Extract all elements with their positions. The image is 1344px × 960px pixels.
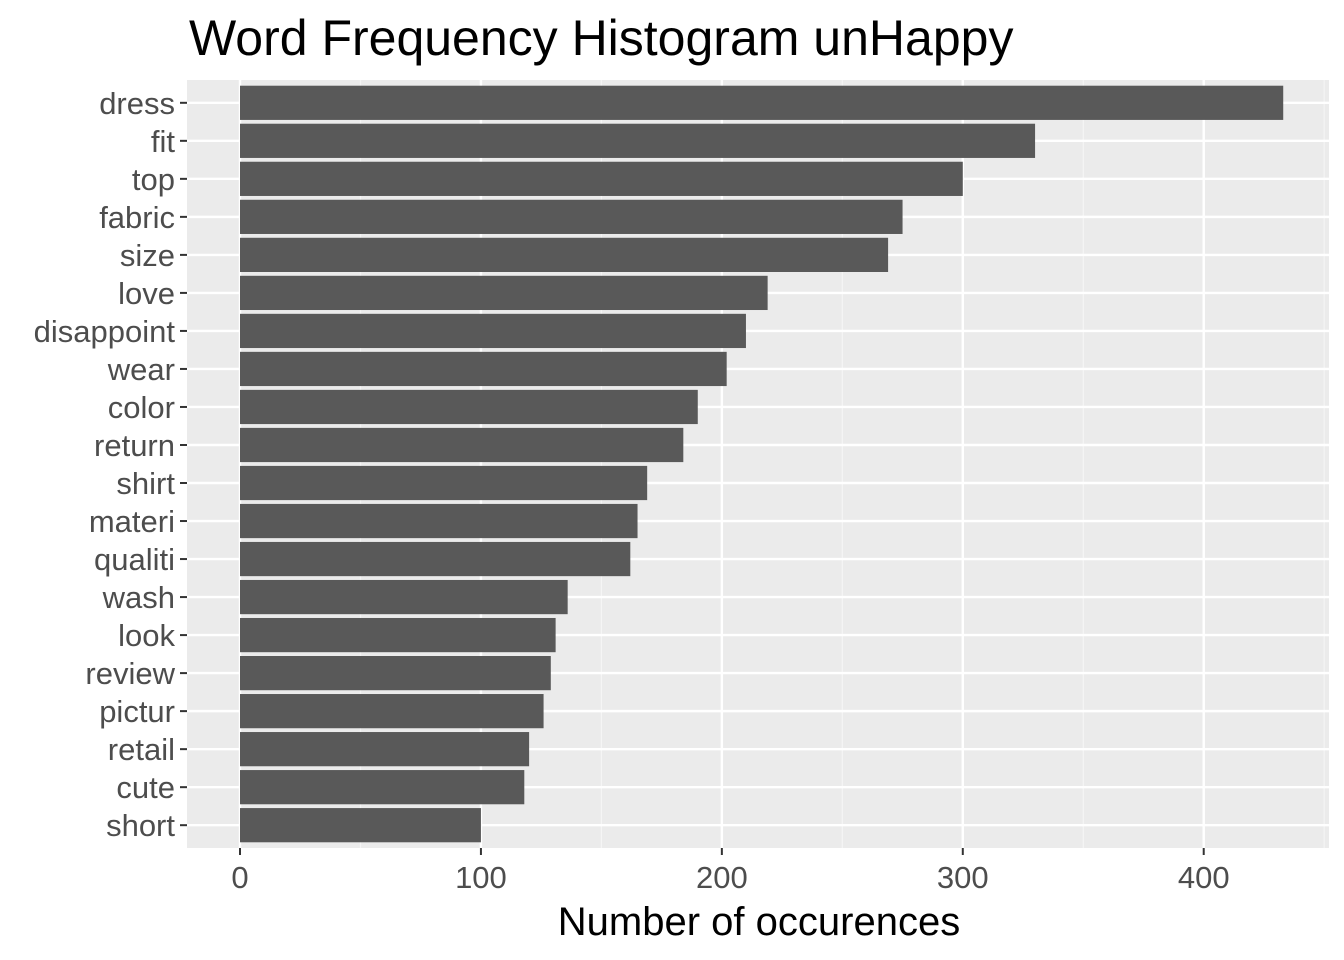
bar-materi [240,503,638,539]
bar-wash [240,579,568,615]
y-tick-label: look [118,618,175,653]
x-axis-label: Number of occurences [558,900,960,944]
bar-color [240,389,698,425]
y-tick-label: size [120,238,175,273]
y-tick-label: cute [116,770,175,805]
y-tick-label: retail [108,732,175,767]
y-tick-label: fit [151,124,176,159]
bar-retail [240,732,530,767]
y-tick-label: dress [99,86,175,121]
y-tick-label: wear [107,352,175,387]
y-tick-label: disappoint [34,314,176,349]
bar-return [240,427,684,463]
chart-title: Word Frequency Histogram unHappy [189,10,1013,66]
y-tick-label: review [85,656,175,691]
bar-fabric [240,199,903,234]
bar-cute [240,770,525,805]
y-axis: dressfittopfabricsizelovedisappointwearc… [34,86,187,843]
bar-qualiti [240,541,631,577]
x-tick-label: 100 [455,860,507,895]
y-tick-label: love [118,276,175,311]
bar-short [240,808,481,843]
bar-look [240,617,556,653]
y-tick-label: shirt [116,466,175,501]
y-tick-label: pictur [99,694,175,729]
y-tick-label: return [94,428,175,463]
x-tick-label: 0 [231,860,248,895]
x-tick-label: 200 [696,860,748,895]
y-tick-label: fabric [99,200,175,235]
y-tick-label: wash [102,580,175,615]
bar-dress [240,85,1284,120]
bar-shirt [240,465,648,501]
x-tick-label: 400 [1178,860,1230,895]
y-tick-label: qualiti [94,542,175,577]
x-tick-label: 300 [937,860,989,895]
y-tick-label: top [132,162,175,197]
y-tick-label: short [106,808,175,843]
bar-wear [240,351,727,387]
bar-disappoint [240,313,746,349]
bars [240,85,1284,843]
bar-fit [240,123,1036,158]
bar-size [240,237,889,272]
x-axis: 0 100 200 300 400 [231,848,1230,895]
y-tick-label: color [108,390,175,425]
bar-top [240,161,963,196]
bar-love [240,275,768,311]
bar-pictur [240,694,544,729]
y-tick-label: materi [89,504,175,539]
bar-review [240,656,551,691]
